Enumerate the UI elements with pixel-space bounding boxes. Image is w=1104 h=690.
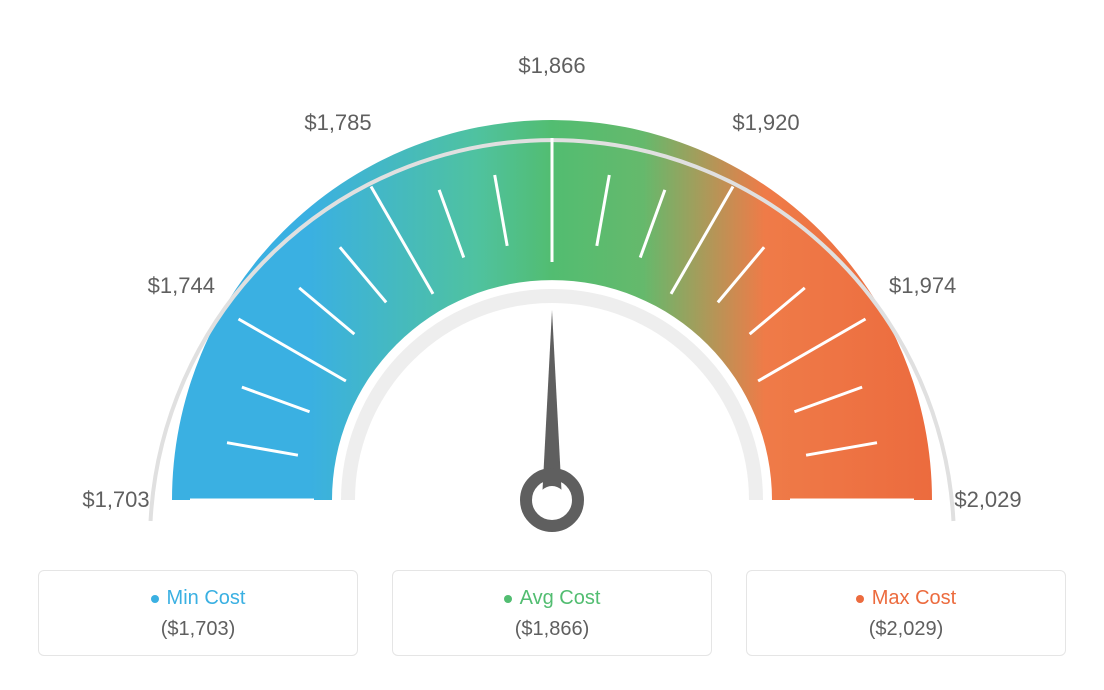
legend-title-avg: Avg Cost: [520, 587, 601, 610]
gauge-tick-label: $1,703: [82, 487, 149, 513]
legend-value-max: ($2,029): [747, 618, 1065, 641]
legend-row: Min Cost ($1,703) Avg Cost ($1,866) Max …: [30, 570, 1074, 656]
gauge-tick-label: $1,974: [889, 273, 956, 299]
cost-gauge-chart: $1,703 $1,744 $1,785 $1,866 $1,920 $1,974 $2,0…: [30, 30, 1074, 550]
legend-value-avg: ($1,866): [393, 618, 711, 641]
gauge-tick-label: $1,744: [148, 273, 215, 299]
legend-title-min: Min Cost: [167, 587, 246, 610]
legend-dot-min: [151, 595, 159, 603]
legend-dot-max: [856, 595, 864, 603]
legend-dot-avg: [504, 595, 512, 603]
legend-card-min: Min Cost ($1,703): [38, 570, 358, 656]
gauge-tick-label: $1,785: [304, 110, 371, 136]
gauge-tick-label: $1,920: [732, 110, 799, 136]
legend-title-max: Max Cost: [872, 587, 956, 610]
gauge-tick-label: $2,029: [954, 487, 1021, 513]
legend-card-max: Max Cost ($2,029): [746, 570, 1066, 656]
legend-value-min: ($1,703): [39, 618, 357, 641]
legend-card-avg: Avg Cost ($1,866): [392, 570, 712, 656]
gauge-tick-label: $1,866: [518, 53, 585, 79]
